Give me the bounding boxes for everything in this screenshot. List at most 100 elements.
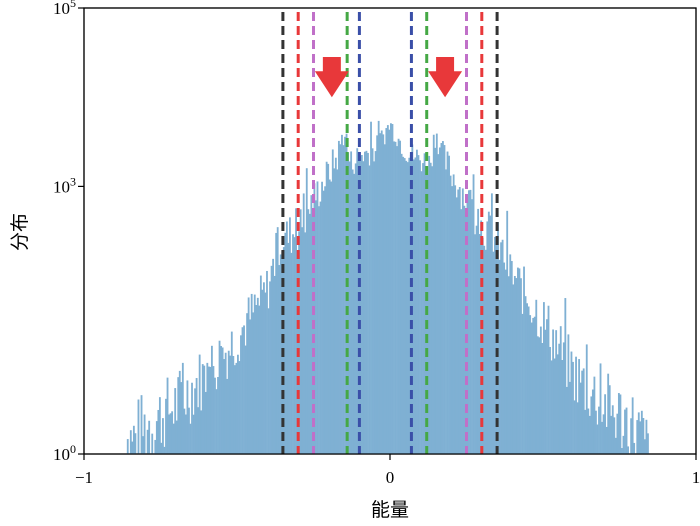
histogram-bar (313, 183, 316, 454)
arrow-markers (314, 57, 463, 98)
histogram-bar (244, 345, 247, 454)
histogram-bar (431, 166, 434, 455)
histogram-bar (299, 209, 302, 454)
histogram-bar (255, 305, 258, 454)
histogram-bar (509, 254, 512, 454)
histogram-bar (607, 373, 610, 454)
histogram-bar (420, 171, 423, 455)
histogram-bar (582, 368, 585, 454)
histogram-bar (617, 393, 620, 454)
histogram-bar (140, 395, 143, 454)
histogram-bar (328, 179, 331, 454)
histogram-bar (633, 442, 636, 454)
histogram-bar (536, 336, 539, 454)
histogram-bar (308, 213, 311, 454)
histogram-bar (429, 162, 432, 454)
histogram-bar (360, 154, 363, 455)
x-axis-title: 能量 (371, 499, 409, 521)
y-tick-label: 103 (53, 174, 76, 196)
histogram-bar (238, 361, 241, 454)
histogram-bar (455, 197, 458, 454)
histogram-bar (221, 347, 224, 454)
histogram-bar (354, 163, 357, 454)
histogram-bar (270, 265, 273, 454)
histogram-bar (212, 366, 215, 454)
histogram-bar (362, 161, 365, 455)
histogram-bar (432, 134, 435, 455)
x-tick-label: 1 (692, 468, 700, 487)
y-tick-label: 100 (53, 442, 76, 464)
histogram-bar (391, 124, 394, 455)
histogram-bar (631, 397, 634, 454)
histogram-bar (154, 439, 157, 454)
histogram-bar (569, 381, 571, 454)
histogram-bar (237, 354, 239, 454)
histogram-bar (356, 148, 359, 454)
histogram-bar (624, 409, 626, 454)
histogram-bar (341, 134, 343, 454)
histogram-bar (487, 211, 490, 454)
histogram-bar (210, 345, 213, 454)
histogram-bar (295, 208, 297, 454)
histogram-bar (636, 420, 639, 454)
histogram-bar (318, 206, 320, 454)
histogram-bar (304, 232, 307, 454)
histogram-bar (547, 305, 550, 454)
histogram-bar (513, 275, 516, 454)
histogram-bar (184, 414, 187, 454)
histogram-bar (570, 351, 573, 454)
histogram-bar (414, 157, 417, 454)
histogram-bar (214, 377, 216, 454)
histogram-bar (272, 258, 275, 454)
histogram-bar (435, 133, 438, 454)
histogram-bar (564, 298, 567, 454)
x-axis-ticks: −1 0 1 (75, 454, 700, 487)
histogram-bar (373, 161, 375, 454)
histogram-bar (241, 327, 244, 454)
histogram-bar (203, 365, 206, 454)
histogram-bar (616, 413, 619, 454)
histogram-bar (556, 354, 559, 454)
histogram-bar (503, 262, 506, 454)
histogram-bar (423, 153, 426, 455)
histogram-bar (189, 423, 192, 454)
histogram-bar (134, 433, 137, 454)
histogram-bar (315, 200, 317, 454)
histogram-bar (405, 160, 408, 454)
histogram-bar (579, 382, 582, 454)
histogram-bar (267, 308, 270, 454)
histogram-bar (243, 325, 245, 454)
histogram-bar (422, 163, 424, 454)
histogram-bar (645, 419, 648, 454)
histogram-bar (599, 363, 602, 454)
dashed-marker-lines (281, 12, 499, 454)
histogram-bar (334, 157, 337, 454)
histogram-bar (207, 366, 210, 454)
histogram-bar (561, 360, 564, 454)
histogram-bar (527, 306, 530, 454)
histogram-bar (390, 123, 392, 454)
histogram-bar (137, 399, 140, 454)
histogram-bar (647, 433, 649, 454)
histogram-bar (157, 409, 160, 454)
histogram-bar (126, 439, 129, 454)
histogram-bar (475, 225, 478, 454)
histogram-bar (409, 154, 412, 454)
histogram-bar (500, 242, 502, 454)
histogram-bar (637, 412, 640, 454)
histogram-bar (186, 380, 189, 454)
histogram-bar (538, 337, 541, 454)
histogram-bar (316, 181, 319, 454)
histogram-bar (325, 161, 328, 455)
histogram-bar (457, 189, 460, 454)
histogram-bar (371, 148, 374, 454)
y-tick-label: 105 (53, 0, 76, 18)
histogram-bar (206, 362, 209, 454)
histogram-bar (449, 175, 452, 454)
histogram-bar (490, 193, 493, 454)
histogram-bar (434, 147, 437, 454)
histogram-bar (604, 394, 607, 454)
histogram-bar (510, 261, 513, 454)
histogram-bar (504, 269, 507, 454)
histogram-bar (253, 294, 256, 454)
